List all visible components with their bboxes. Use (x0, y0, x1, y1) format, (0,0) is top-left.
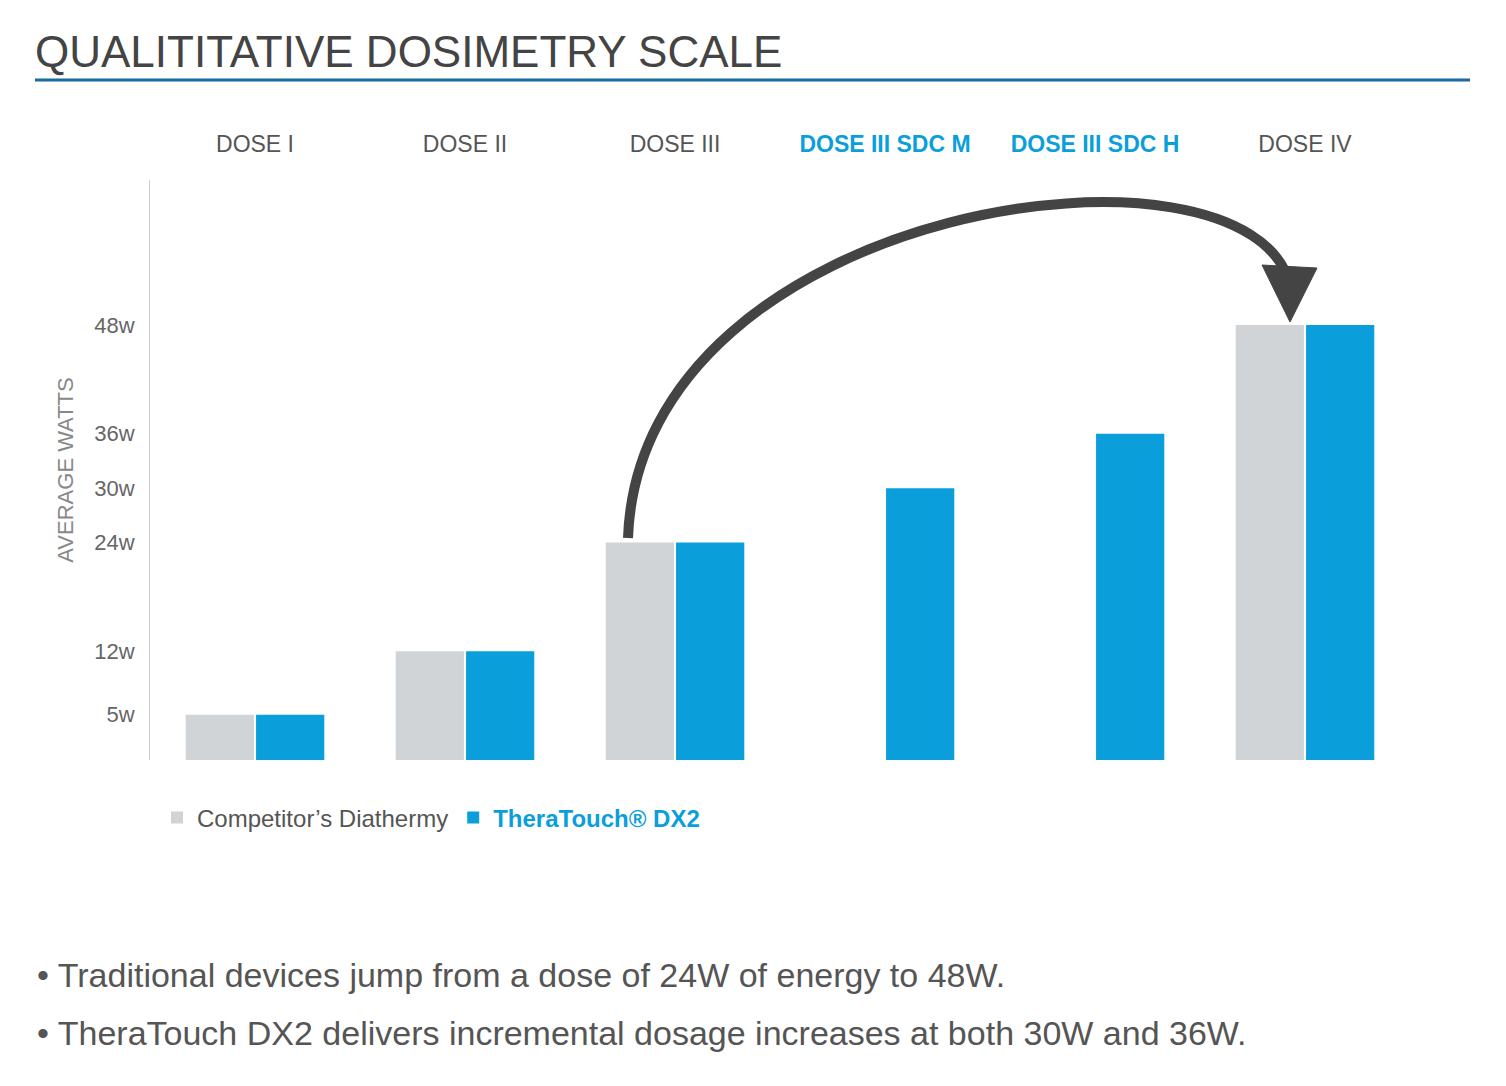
svg-text:• TheraTouch DX2 delivers incr: • TheraTouch DX2 delivers incremental do… (37, 1014, 1247, 1052)
svg-text:5w: 5w (106, 702, 134, 727)
svg-text:DOSE I: DOSE I (216, 131, 294, 157)
svg-text:DOSE III: DOSE III (630, 131, 721, 157)
svg-text:QUALITITATIVE DOSIMETRY SCALE: QUALITITATIVE DOSIMETRY SCALE (35, 27, 782, 76)
svg-text:TheraTouch® DX2: TheraTouch® DX2 (493, 805, 700, 832)
svg-text:24w: 24w (94, 530, 134, 555)
svg-text:36w: 36w (94, 421, 134, 446)
svg-text:Competitor’s Diathermy: Competitor’s Diathermy (197, 805, 448, 832)
svg-text:12w: 12w (94, 639, 134, 664)
svg-text:48w: 48w (94, 313, 134, 338)
svg-text:DOSE IV: DOSE IV (1258, 131, 1352, 157)
svg-text:30w: 30w (94, 476, 134, 501)
svg-text:AVERAGE WATTS: AVERAGE WATTS (53, 377, 78, 562)
svg-text:DOSE III SDC M: DOSE III SDC M (799, 131, 970, 157)
svg-text:DOSE III SDC H: DOSE III SDC H (1011, 131, 1180, 157)
svg-text:DOSE II: DOSE II (423, 131, 507, 157)
svg-text:• Traditional devices jump fro: • Traditional devices jump from a dose o… (37, 956, 1005, 994)
